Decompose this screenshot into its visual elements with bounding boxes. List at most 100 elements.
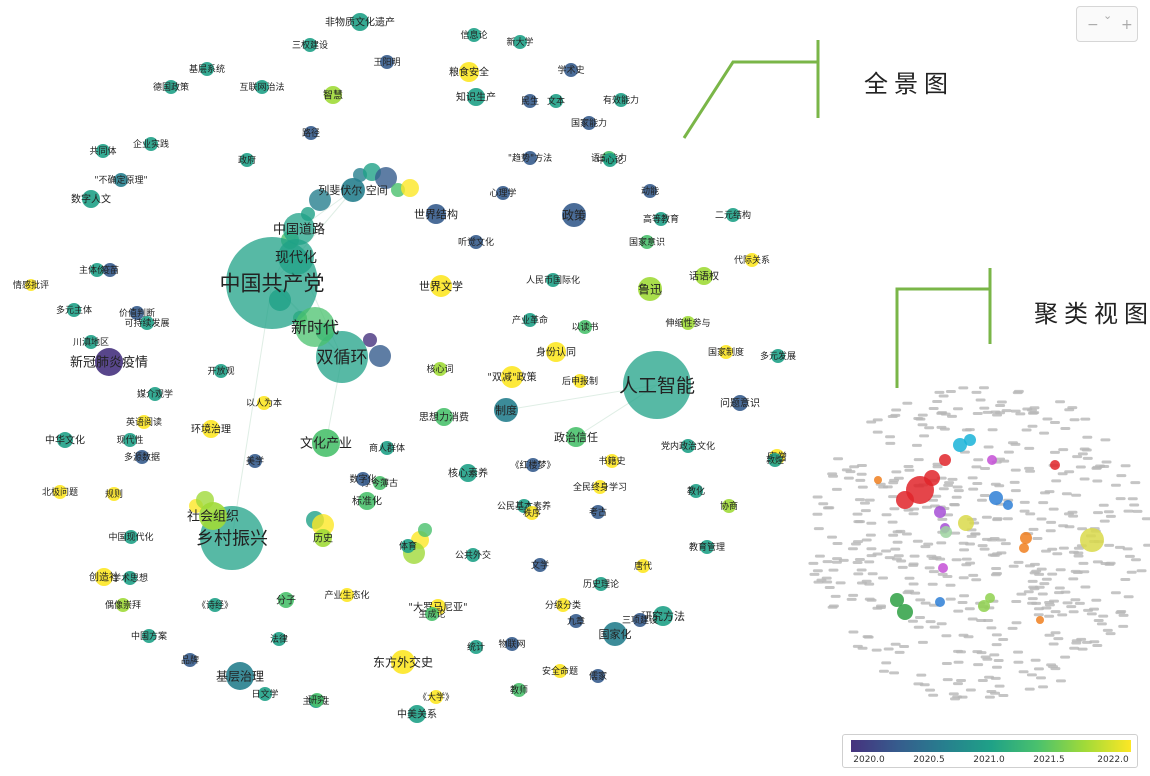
keyword-node[interactable]: 多源数据 [124,450,160,464]
keyword-node-circle[interactable] [278,592,294,608]
network-node-bubble[interactable] [375,167,397,189]
keyword-node-circle[interactable] [467,88,485,106]
keyword-node-circle[interactable] [771,349,785,363]
keyword-node-circle[interactable] [57,432,73,448]
keyword-node-circle[interactable] [525,506,539,520]
cluster-node[interactable] [1080,528,1104,552]
keyword-node-circle[interactable] [208,598,222,612]
keyword-node[interactable]: 儒家 [589,669,607,683]
keyword-node-circle[interactable] [140,316,154,330]
keyword-node-circle[interactable] [304,126,318,140]
keyword-node-circle[interactable] [591,505,605,519]
keyword-node-circle[interactable] [549,94,563,108]
keyword-node-circle[interactable] [505,637,519,651]
keyword-node-circle[interactable] [114,173,128,187]
keyword-node-circle[interactable] [643,184,657,198]
keyword-node[interactable]: 粮食安全 [449,62,489,82]
keyword-node[interactable]: 教师 [510,683,528,697]
keyword-node-circle[interactable] [605,454,619,468]
keyword-node-circle[interactable] [248,454,262,468]
keyword-node-circle[interactable] [564,63,578,77]
keyword-node[interactable]: 公共外交 [455,548,491,562]
keyword-node-circle[interactable] [124,530,138,544]
keyword-node[interactable]: 代际关系 [734,253,770,267]
keyword-node-circle[interactable] [425,607,439,621]
keyword-node[interactable]: 《红楼梦》 [510,458,556,472]
keyword-node[interactable]: 文化产业 [300,429,352,457]
keyword-node[interactable]: "双减"政策 [487,366,537,388]
keyword-node-circle[interactable] [103,263,117,277]
keyword-node[interactable]: 伸缩性参与 [665,316,711,330]
keyword-node[interactable]: 中国方案 [131,629,167,643]
keyword-node-circle[interactable] [356,472,370,486]
keyword-node-circle[interactable] [745,253,759,267]
keyword-node[interactable]: 学术思想 [112,571,148,585]
keyword-node-circle[interactable] [401,539,415,553]
keyword-node-circle[interactable] [582,116,596,130]
keyword-node[interactable]: 政府 [238,153,256,167]
keyword-node-circle[interactable] [768,453,782,467]
keyword-node[interactable]: 国家能力 [571,116,607,130]
keyword-node[interactable]: 中国现代化 [108,530,154,544]
keyword-node-circle[interactable] [340,588,354,602]
keyword-node[interactable]: 鲁迅 [638,277,662,301]
cluster-node[interactable] [989,491,1003,505]
keyword-node-circle[interactable] [578,320,592,334]
keyword-node[interactable]: 路径 [302,126,320,140]
keyword-node[interactable]: 身份认同 [536,342,576,362]
keyword-node-circle[interactable] [67,303,81,317]
keyword-node-circle[interactable] [148,387,162,401]
keyword-node-circle[interactable] [681,439,695,453]
keyword-node-circle[interactable] [513,35,527,49]
keyword-node[interactable]: 人工智能 [619,351,695,419]
keyword-node-circle[interactable] [341,178,365,202]
keyword-node[interactable]: 北极问题 [42,485,78,499]
keyword-node[interactable]: 分子 [276,592,296,608]
keyword-node-circle[interactable] [459,464,477,482]
keyword-node[interactable]: 全民终身学习 [573,480,627,494]
keyword-node-circle[interactable] [722,499,736,513]
keyword-node[interactable]: 国家制度 [708,345,744,359]
keyword-node[interactable]: 学术史 [557,63,585,77]
keyword-node[interactable]: 《诗经》 [197,598,233,612]
keyword-node-circle[interactable] [123,433,137,447]
cluster-node[interactable] [987,455,997,465]
keyword-node[interactable]: 核心素养 [448,464,488,482]
keyword-node-circle[interactable] [435,408,453,426]
keyword-node-circle[interactable] [107,487,121,501]
keyword-node[interactable]: 产业生态化 [324,588,370,602]
network-node-bubble[interactable] [312,514,334,536]
keyword-node-circle[interactable] [391,650,415,674]
keyword-node[interactable]: 思想力消费 [419,408,469,426]
keyword-node-circle[interactable] [466,548,480,562]
network-node-bubble[interactable] [363,333,377,347]
keyword-node[interactable]: 历史理论 [583,577,619,591]
keyword-node[interactable]: 品牌 [181,653,199,667]
keyword-node[interactable]: 动能 [641,184,659,198]
keyword-node[interactable]: 文本 [547,94,565,108]
keyword-node[interactable]: 创造社 [89,568,119,586]
cluster-node[interactable] [1050,460,1060,470]
keyword-node-circle[interactable] [426,204,446,224]
keyword-node[interactable]: 列斐伏尔 空间 [318,178,388,202]
keyword-node[interactable]: 敦煌 [766,453,784,467]
keyword-node-circle[interactable] [202,420,220,438]
keyword-node[interactable]: 新冠肺炎疫情 [70,348,148,376]
keyword-node-circle[interactable] [430,275,452,297]
keyword-node[interactable]: 研究 [308,693,326,707]
keyword-node-circle[interactable] [116,598,130,612]
keyword-node-circle[interactable] [200,62,214,76]
keyword-node[interactable]: 现代性 [116,433,144,447]
keyword-node[interactable]: 东方外交史 [373,650,433,674]
keyword-node[interactable]: 多元发展 [760,349,796,363]
keyword-node-circle[interactable] [640,235,654,249]
cluster-node[interactable] [964,434,976,446]
keyword-node[interactable]: 数字化 [349,472,377,486]
keyword-node[interactable]: 政策 [562,203,586,227]
keyword-node-circle[interactable] [467,28,481,42]
keyword-node[interactable]: 新时代 [291,307,339,347]
keyword-node-circle[interactable] [546,342,566,362]
keyword-node-circle[interactable] [459,62,479,82]
keyword-node-circle[interactable] [258,687,272,701]
network-node-bubble[interactable] [309,189,331,211]
